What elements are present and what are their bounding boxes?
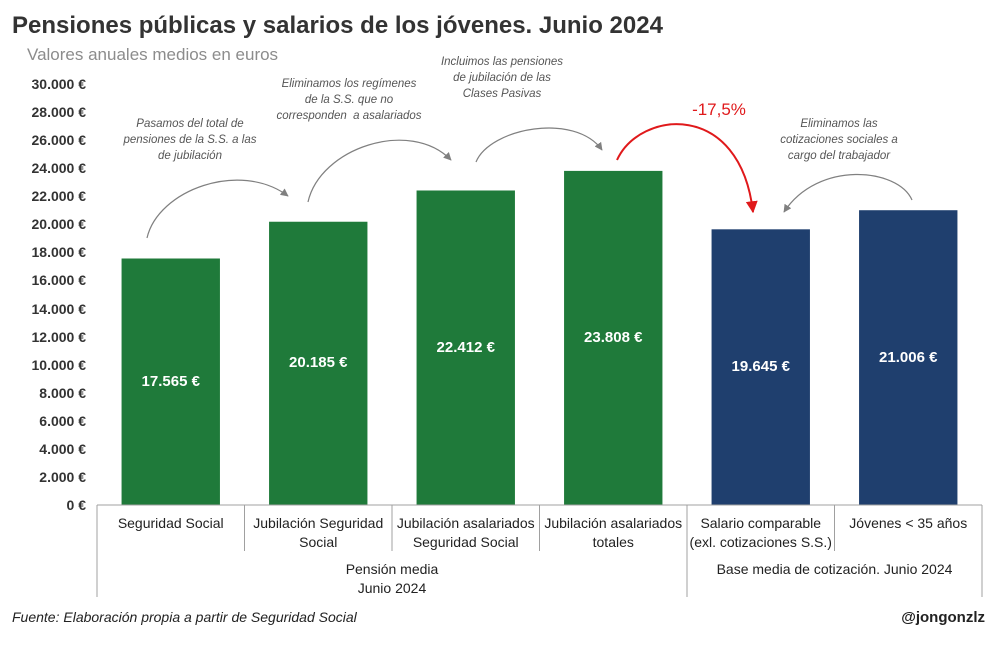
- bar-4: [564, 170, 663, 505]
- y-tick-label: 28.000 €: [31, 104, 87, 121]
- group-label-1: Pensión media Junio 2024: [345, 561, 439, 596]
- y-tick-label: 18.000 €: [31, 244, 87, 261]
- arrow-jubilacion-to-asalariados: [307, 139, 452, 203]
- y-tick-label: 6.000 €: [39, 412, 86, 429]
- bar-1: [121, 258, 220, 505]
- chart-title: Pensiones públicas y salarios de los jóv…: [12, 12, 663, 39]
- y-tick-label: 4.000 €: [39, 440, 86, 457]
- arrow-jovenes-to-salario: [783, 173, 913, 213]
- y-tick-label: 0 €: [66, 497, 86, 513]
- y-tick-label: 14.000 €: [31, 300, 87, 317]
- y-tick-label: 16.000 €: [31, 272, 87, 289]
- bar-6: [859, 210, 958, 505]
- bar-5: [711, 229, 810, 505]
- y-tick-label: 30.000 €: [31, 76, 87, 92]
- source-note: Fuente: Elaboración propia a partir de S…: [12, 609, 357, 625]
- annotation-note: Incluimos las pensiones de jubilación de…: [440, 56, 564, 100]
- bars: [121, 170, 958, 506]
- change-label: -17,5%: [692, 100, 746, 119]
- y-tick-label: 24.000 €: [31, 160, 87, 177]
- annotation-note: Pasamos del total de pensiones de la S.S…: [123, 118, 257, 162]
- y-tick-label: 26.000 €: [31, 132, 87, 149]
- category-label-3: Jubilación asalariados Seguridad Social: [396, 515, 535, 550]
- y-tick-label: 8.000 €: [39, 384, 86, 401]
- y-tick-label: 10.000 €: [31, 356, 87, 373]
- chart-subtitle: Valores anuales medios en euros: [27, 45, 279, 64]
- transition-arrows: [146, 123, 913, 239]
- data-label-4: 23.808 €: [584, 328, 643, 346]
- category-label-5: Salario comparable (exl. cotizaciones S.…: [689, 515, 832, 550]
- category-label-2: Jubilación Seguridad Social: [253, 515, 384, 550]
- y-tick-label: 2.000 €: [39, 468, 86, 485]
- group-label-2: Base media de cotización. Junio 2024: [716, 561, 953, 577]
- category-label-6: Jóvenes < 35 años: [849, 515, 968, 531]
- data-label-3: 22.412 €: [436, 338, 495, 356]
- bar-3: [416, 190, 515, 506]
- data-label-6: 21.006 €: [879, 348, 938, 366]
- bar-2: [269, 221, 368, 505]
- author-handle: @jongonzlz: [901, 609, 985, 626]
- arrow-total-to-jubilacion: [146, 179, 289, 239]
- y-tick-label: 22.000 €: [31, 188, 87, 205]
- arrow-asalariados-to-totales: [475, 127, 603, 163]
- decrease-arrow: [616, 123, 758, 214]
- data-label-2: 20.185 €: [289, 354, 348, 372]
- category-label-1: Seguridad Social: [117, 515, 224, 531]
- data-label-5: 19.645 €: [731, 358, 790, 376]
- annotation-note: Eliminamos los regímenes de la S.S. que …: [276, 78, 422, 122]
- annotation-note: Eliminamos las cotizaciones sociales a c…: [780, 118, 898, 162]
- y-tick-label: 20.000 €: [31, 216, 87, 233]
- category-label-4: Jubilación asalariados totales: [544, 515, 683, 550]
- x-axis: [96, 504, 983, 597]
- y-tick-label: 12.000 €: [31, 328, 87, 345]
- data-label-1: 17.565 €: [141, 372, 200, 390]
